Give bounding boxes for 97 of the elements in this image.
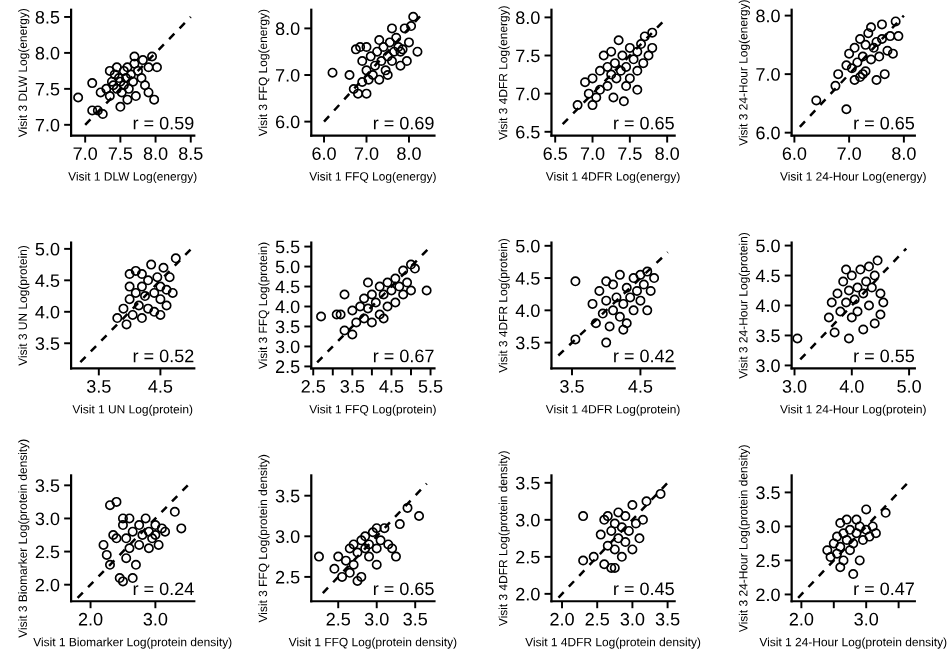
x-tick-label: 2.5	[326, 612, 351, 626]
y-tick-label: 7.0	[276, 68, 300, 82]
y-tick-label: 3.0	[275, 530, 300, 544]
y-tick-label: 8.0	[35, 46, 60, 60]
y-tick-label: 8.0	[756, 9, 780, 23]
annotation: r = 0.59	[133, 116, 194, 130]
annotation: r = 0.47	[854, 582, 914, 596]
y-tick-label: 5.0	[515, 239, 540, 253]
y-tick-label: 8.0	[516, 11, 540, 25]
x-tick-label: 5.5	[418, 380, 443, 393]
x-tick-label: 4.0	[839, 380, 864, 393]
x-tick-label: 8.0	[397, 147, 421, 160]
y-tick-label: 7.0	[35, 118, 60, 132]
y-tick-label: 2.0	[35, 578, 60, 592]
annotation: r = 0.24	[133, 582, 194, 596]
y-tick-label: 7.0	[516, 87, 540, 101]
x-tick-label: 3.0	[620, 612, 645, 626]
annotation: r = 0.55	[854, 349, 915, 363]
y-tick-label: 3.5	[35, 479, 60, 493]
x-tick-label: 3.0	[143, 612, 168, 626]
annotation: r = 0.69	[373, 116, 434, 130]
y-tick-label: 4.5	[275, 280, 300, 294]
y-tick-label: 4.0	[515, 304, 540, 318]
y-tick-label: 6.0	[756, 126, 780, 140]
y-tick-label: 3.0	[756, 520, 780, 534]
x-tick-label: 6.0	[312, 147, 336, 160]
annotation: r = 0.65	[854, 116, 915, 130]
y-tick-label: 2.5	[516, 550, 540, 564]
y-tick-label: 3.5	[275, 320, 300, 334]
annotation: r = 0.65	[373, 582, 434, 596]
x-tick-label: 7.0	[580, 147, 605, 160]
x-tick-label: 7.5	[618, 147, 642, 160]
y-tick-label: 3.5	[756, 329, 780, 343]
annotation: r = 0.42	[614, 349, 674, 363]
x-tick-label: 7.0	[73, 147, 98, 160]
x-tick-label: 4.5	[148, 380, 173, 393]
x-tick-label: 6.0	[782, 147, 807, 160]
y-tick-label: 2.5	[275, 360, 300, 374]
y-tick-label: 4.0	[35, 305, 60, 319]
x-tick-label: 3.0	[782, 380, 807, 393]
y-tick-label: 3.0	[515, 513, 540, 527]
annotation: r = 0.45	[614, 582, 674, 596]
x-tick-label: 3.5	[340, 380, 365, 393]
y-tick-label: 7.5	[35, 82, 60, 96]
x-tick-label: 8.0	[655, 147, 680, 160]
y-tick-label: 5.0	[756, 239, 780, 253]
annotation: r = 0.67	[373, 349, 434, 363]
x-tick-label: 2.0	[78, 612, 103, 626]
y-tick-label: 2.5	[275, 570, 300, 584]
y-tick-label: 4.5	[35, 274, 60, 288]
y-tick-label: 4.0	[275, 300, 300, 314]
y-tick-label: 7.5	[516, 49, 540, 63]
x-tick-label: 4.5	[379, 380, 404, 393]
annotation: r = 0.52	[133, 349, 194, 363]
y-tick-label: 8.0	[275, 22, 300, 36]
x-tick-label: 4.5	[628, 380, 653, 393]
x-tick-label: 3.0	[364, 612, 389, 626]
x-tick-label: 8.5	[178, 147, 203, 160]
x-tick-label: 2.5	[301, 380, 326, 393]
y-tick-label: 2.0	[516, 587, 540, 601]
x-tick-label: 3.0	[854, 612, 879, 626]
x-tick-label: 7.5	[108, 147, 133, 160]
y-tick-label: 7.0	[756, 68, 780, 81]
y-tick-label: 3.0	[35, 512, 60, 526]
x-tick-label: 6.5	[543, 147, 567, 160]
y-tick-label: 3.5	[756, 486, 780, 500]
y-tick-label: 3.5	[275, 489, 300, 503]
y-tick-label: 5.0	[275, 260, 300, 274]
x-tick-label: 3.5	[403, 612, 427, 626]
x-tick-label: 3.5	[86, 380, 111, 393]
x-tick-label: 3.5	[560, 380, 584, 393]
y-tick-label: 6.5	[516, 125, 540, 139]
y-tick-label: 2.5	[756, 554, 780, 568]
y-tick-label: 4.5	[515, 272, 540, 285]
x-tick-label: 7.0	[837, 147, 861, 160]
y-tick-label: 2.0	[756, 588, 780, 602]
y-tick-label: 3.0	[275, 340, 300, 354]
y-tick-label: 8.5	[35, 10, 60, 24]
annotation: r = 0.65	[614, 116, 674, 130]
x-tick-label: 2.0	[789, 612, 814, 626]
x-tick-label: 2.5	[585, 612, 610, 626]
y-tick-label: 2.5	[35, 545, 60, 559]
x-tick-label: 5.0	[897, 380, 921, 393]
x-tick-label: 2.0	[550, 612, 574, 626]
y-tick-label: 5.0	[35, 242, 60, 256]
y-tick-label: 4.0	[755, 299, 780, 313]
y-tick-label: 3.5	[515, 336, 540, 350]
y-tick-label: 3.5	[515, 476, 540, 490]
y-tick-label: 3.0	[756, 359, 780, 373]
x-tick-label: 8.0	[143, 147, 168, 160]
y-tick-label: 4.5	[755, 269, 780, 283]
x-tick-label: 3.5	[655, 612, 680, 626]
x-tick-label: 8.0	[892, 147, 916, 160]
x-tick-label: 7.0	[354, 147, 379, 160]
y-tick-label: 5.5	[275, 240, 300, 254]
y-tick-label: 3.5	[35, 337, 60, 350]
y-tick-label: 6.0	[275, 115, 300, 129]
